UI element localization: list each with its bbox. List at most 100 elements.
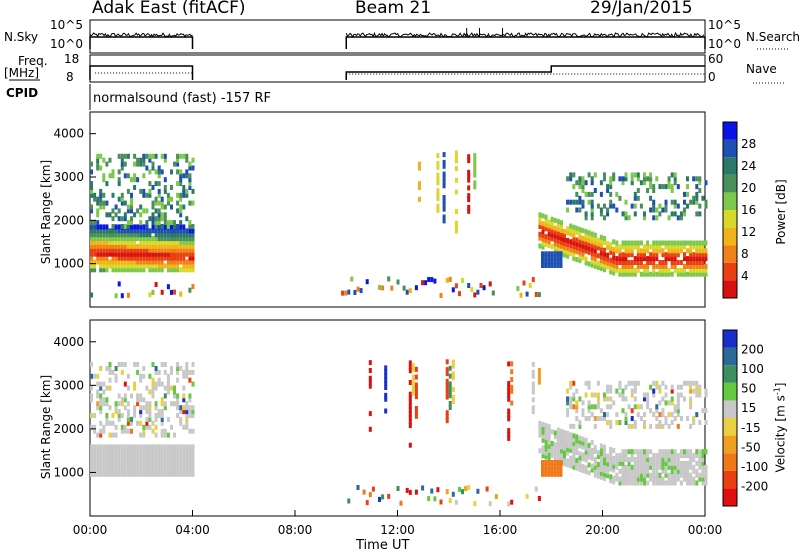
velocity-cell [661,480,665,486]
power-cell [559,263,563,268]
power-cell [566,226,570,232]
power-cell [664,199,668,205]
velocity-cell [123,448,127,454]
power-cell [655,176,659,182]
velocity-cell [93,444,97,450]
power-cell [664,260,668,265]
power-cell [176,224,180,229]
velocity-cell [556,427,560,433]
velocity-cell [414,413,418,419]
velocity-cell [569,455,573,461]
velocity-cell [544,450,548,456]
freq-panel-frame [89,54,706,83]
velocity-cell [99,420,103,426]
power-cell [123,236,127,242]
velocity-cell [596,450,600,456]
velocity-cell [590,455,594,461]
velocity-cell [145,471,149,477]
velocity-cell [139,432,143,438]
power-cell [667,184,671,190]
velocity-cell [120,424,124,430]
velocity-cell [575,438,579,444]
velocity-cell [191,405,195,411]
y-tick-label: 1000 [53,465,84,479]
velocity-cell [123,452,127,458]
velocity-cell [643,476,646,482]
power-cell [405,289,409,295]
power-cell [609,176,613,182]
power-cell [170,259,173,265]
velocity-cell [618,453,622,459]
velocity-cell [414,409,418,415]
power-cell [538,235,542,241]
power-cell [655,263,659,269]
power-cell [686,176,689,182]
power-cell [618,195,622,201]
power-cell [547,231,551,237]
power-cell [692,267,696,273]
power-cell [93,243,97,249]
power-cell [166,236,170,242]
velocity-cell [191,448,195,454]
power-cell [442,206,446,212]
velocity-cell [695,388,699,394]
velocity-cell [510,400,514,406]
velocity-cell [408,360,412,366]
power-cell [670,240,674,246]
velocity-cell [142,456,146,462]
power-cell [559,255,563,261]
power-cell [418,181,421,187]
power-cell [136,255,140,261]
velocity-cell [606,404,610,410]
velocity-cell [658,460,662,466]
power-cell [572,232,576,238]
velocity-cell [612,448,616,453]
power-cell [166,267,170,273]
power-cell [170,255,173,261]
velocity-cell [636,412,640,418]
power-cell [139,161,143,167]
power-cell [173,232,176,238]
velocity-cell [593,460,597,466]
power-cell [133,153,137,159]
velocity-cell [120,467,124,473]
velocity-cell [179,444,183,450]
velocity-cell [188,397,192,403]
power-cell [96,161,100,167]
power-cell [467,173,471,179]
power-cell [454,228,458,234]
velocity-cell [157,452,161,458]
velocity-cell [630,380,634,386]
power-cell [136,236,140,242]
velocity-cell [661,449,665,455]
velocity-cell [139,405,143,411]
velocity-cell [445,367,449,373]
velocity-cell [188,428,192,434]
velocity-cell [550,467,554,473]
velocity-cell [114,452,118,458]
power-cell [90,204,93,210]
velocity-cell [667,472,671,478]
velocity-cell [621,457,625,462]
velocity-cell [151,377,155,383]
x-tick-label: 04:00 [175,523,210,537]
velocity-cell [701,457,705,462]
velocity-cell [612,455,616,461]
velocity-cell [563,457,566,463]
power-cell [596,264,600,270]
velocity-cell [596,404,600,410]
power-cell [572,224,576,230]
velocity-cell [133,385,137,391]
power-colorbar-swatch [723,280,737,298]
velocity-cell [154,413,158,418]
velocity-cell [151,428,155,434]
velocity-cell [658,472,662,478]
power-cell [704,203,708,209]
power-cell [93,240,97,245]
velocity-cell [569,432,573,438]
power-cell [111,236,115,242]
power-cell [90,208,93,214]
power-cell [612,258,616,264]
velocity-cell [188,448,192,454]
power-cell [673,256,677,262]
